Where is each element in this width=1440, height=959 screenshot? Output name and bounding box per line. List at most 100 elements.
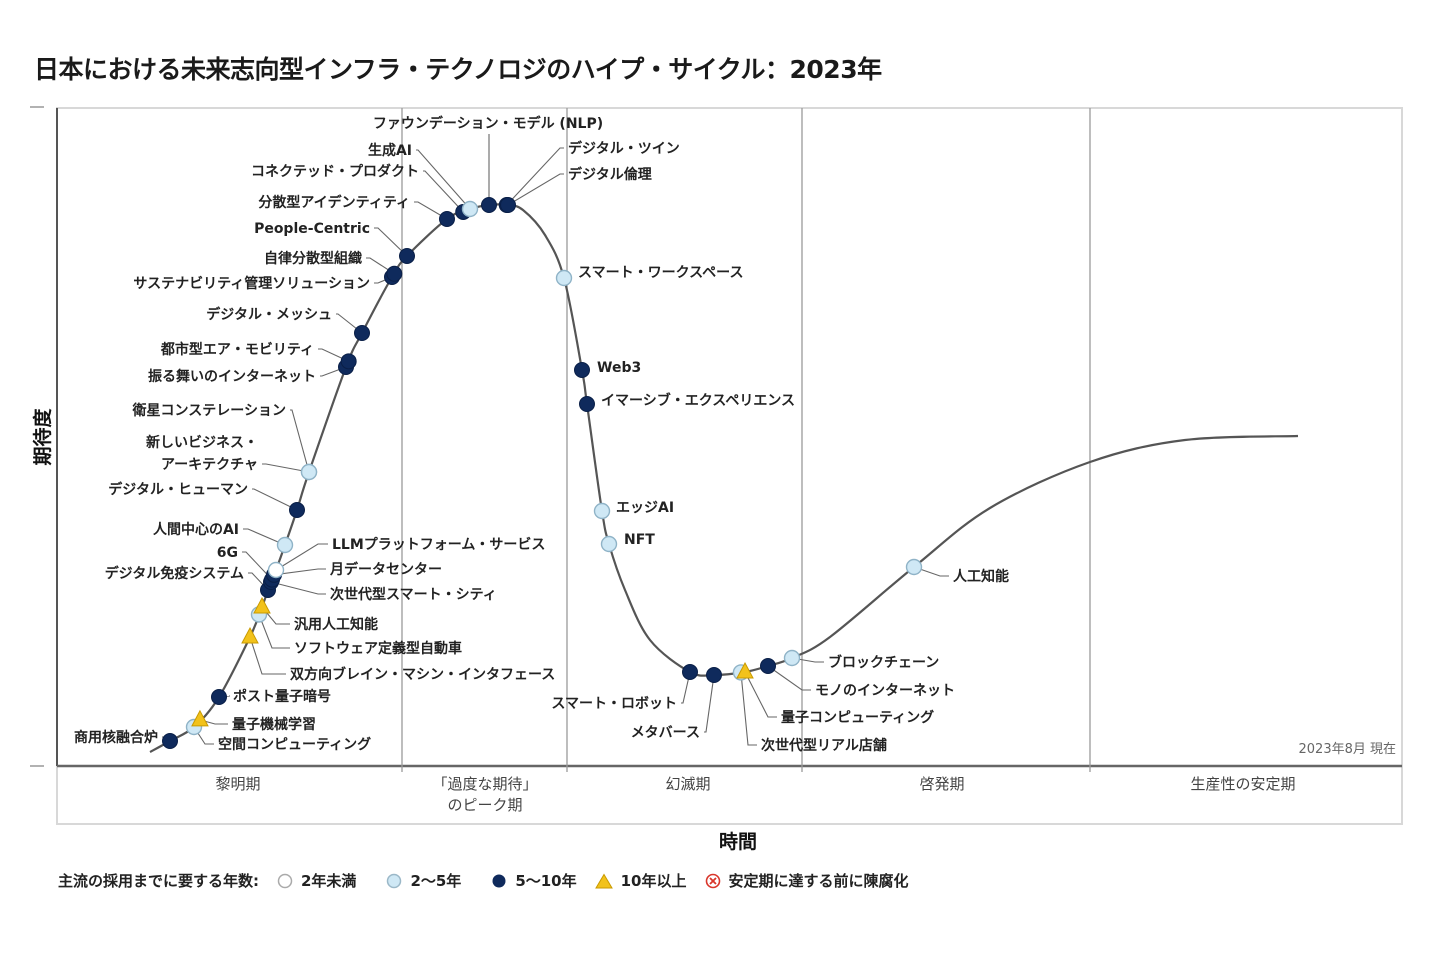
technology-label: ブロックチェーン bbox=[828, 654, 939, 671]
leader-line bbox=[273, 568, 326, 576]
technology-label: 人間中心のAI bbox=[153, 521, 239, 538]
technology-label: 量子コンピューティング bbox=[781, 709, 934, 726]
leader-line bbox=[366, 257, 395, 275]
technology-label: 生成AI bbox=[368, 142, 412, 159]
legend-item-lt2: 2年未満 bbox=[277, 870, 356, 891]
technology-label: 衛星コンステレーション bbox=[132, 402, 286, 419]
technology-marker-lightblue bbox=[555, 269, 573, 287]
technology-marker-lightblue bbox=[600, 535, 618, 553]
legend-label: 2年未満 bbox=[301, 872, 357, 890]
leader-line bbox=[740, 672, 757, 746]
yellow-triangle-icon bbox=[594, 873, 613, 888]
technology-label: モノのインターネット bbox=[815, 683, 955, 699]
leader-line bbox=[275, 543, 328, 571]
technology-marker-navy bbox=[289, 502, 305, 518]
technology-marker-navy bbox=[760, 658, 776, 674]
technology-label: 次世代型リアル店舗 bbox=[761, 737, 887, 754]
technology-marker-triangle bbox=[253, 596, 271, 614]
technology-marker-lightblue bbox=[276, 536, 294, 554]
technology-marker-navy bbox=[579, 396, 595, 412]
phase-label: 啓発期 bbox=[919, 775, 964, 793]
technology-marker-lightblue bbox=[461, 200, 479, 218]
technology-label: エッジAI bbox=[616, 500, 674, 516]
leader-line bbox=[506, 147, 564, 206]
legend-label: 安定期に達する前に陳腐化 bbox=[728, 872, 909, 890]
technology-marker-lightblue bbox=[905, 558, 923, 576]
legend-item-obsolete: 安定期に達する前に陳腐化 bbox=[705, 870, 909, 891]
phase-label: 「過度な期待」 bbox=[432, 775, 537, 793]
white-circle-icon bbox=[277, 873, 293, 888]
technology-marker-navy bbox=[340, 353, 357, 370]
technology-label: 双方向ブレイン・マシン・インタフェース bbox=[290, 666, 555, 683]
technology-label: ポスト量子暗号 bbox=[233, 688, 331, 705]
leader-line bbox=[243, 528, 286, 546]
leader-line bbox=[252, 488, 298, 511]
leader-line bbox=[913, 566, 949, 577]
technology-label: 6G bbox=[217, 545, 238, 561]
leader-line bbox=[767, 665, 811, 691]
technology-label: 人工知能 bbox=[953, 568, 1009, 585]
technology-label: ファウンデーション・モデル (NLP) bbox=[373, 115, 603, 132]
red-cross-circle-icon bbox=[705, 873, 720, 888]
chart-title: 日本における未来志向型インフラ・テクノロジのハイプ・サイクル：2023年 bbox=[34, 55, 882, 84]
technology-label: 月データセンター bbox=[329, 561, 442, 578]
technology-label: NFT bbox=[624, 532, 655, 548]
leader-line bbox=[414, 201, 448, 220]
leader-line bbox=[318, 348, 349, 362]
leader-line bbox=[416, 149, 471, 210]
y-axis-title: 期待度 bbox=[31, 408, 54, 466]
technology-label: 分散型アイデンティティ bbox=[258, 194, 410, 211]
technology-marker-navy bbox=[682, 664, 698, 680]
technology-label: スマート・ロボット bbox=[551, 696, 677, 712]
legend-label: 5〜10年 bbox=[515, 872, 577, 890]
legend-label: 10年以上 bbox=[620, 872, 687, 890]
leader-line bbox=[336, 313, 363, 334]
legend-item-2to5: 2〜5年 bbox=[386, 870, 461, 891]
technology-label: 自律分散型組織 bbox=[264, 250, 362, 267]
technology-label: デジタル倫理 bbox=[568, 166, 652, 183]
phase-label: のピーク期 bbox=[447, 796, 522, 814]
technology-label: LLMプラットフォーム・サービス bbox=[332, 537, 545, 553]
leader-line bbox=[423, 170, 464, 213]
technology-marker-navy bbox=[211, 689, 227, 705]
technology-label: サステナビリティ管理ソリューション bbox=[133, 275, 370, 292]
legend-title: 主流の採用までに要する年数: bbox=[58, 872, 259, 890]
technology-label: 都市型エア・モビリティ bbox=[160, 341, 314, 358]
technology-label: 空間コンピューティング bbox=[218, 736, 371, 753]
legend-item-5to10: 5〜10年 bbox=[491, 870, 577, 891]
technology-label: 量子機械学習 bbox=[232, 716, 316, 733]
leader-line bbox=[242, 551, 273, 580]
technology-marker-triangle bbox=[736, 661, 754, 679]
as-of-date: 2023年8月 現在 bbox=[1299, 742, 1397, 757]
phase-label: 幻滅期 bbox=[665, 775, 710, 793]
technology-label: People-Centric bbox=[254, 221, 370, 237]
technology-marker-navy bbox=[481, 197, 497, 213]
technology-marker-lightblue bbox=[300, 463, 318, 481]
technology-marker-lightblue bbox=[593, 502, 611, 520]
technology-marker-navy bbox=[386, 265, 403, 282]
navy-circle-icon bbox=[492, 874, 506, 887]
leader-line bbox=[290, 409, 310, 473]
leader-line bbox=[270, 581, 326, 595]
leader-line bbox=[507, 173, 564, 206]
technology-label: 次世代型スマート・シティ bbox=[330, 586, 497, 603]
light-blue-circle-icon bbox=[387, 873, 402, 888]
technology-marker-navy bbox=[574, 362, 590, 378]
technology-label: 新しいビジネス・アーキテクチャ bbox=[146, 434, 258, 473]
technology-marker-navy bbox=[399, 248, 415, 264]
leader-line bbox=[744, 671, 777, 718]
technology-marker-navy bbox=[439, 211, 455, 227]
technology-label: Web3 bbox=[597, 360, 641, 376]
technology-label: デジタル・ヒューマン bbox=[108, 481, 248, 498]
technology-marker-triangle bbox=[191, 709, 209, 727]
phase-label: 生産性の安定期 bbox=[1190, 775, 1295, 793]
technology-label: デジタル・メッシュ bbox=[206, 306, 332, 323]
technology-marker-navy bbox=[354, 325, 370, 341]
technology-label: デジタル免疫システム bbox=[105, 565, 244, 582]
technology-marker-triangle bbox=[241, 626, 259, 644]
leader-line bbox=[374, 227, 408, 257]
legend: 主流の採用までに要する年数: 2年未満 2〜5年 5〜10年 10年以上 安定期… bbox=[58, 870, 909, 891]
technology-marker-navy bbox=[706, 667, 722, 683]
technology-label: 汎用人工知能 bbox=[294, 616, 378, 633]
